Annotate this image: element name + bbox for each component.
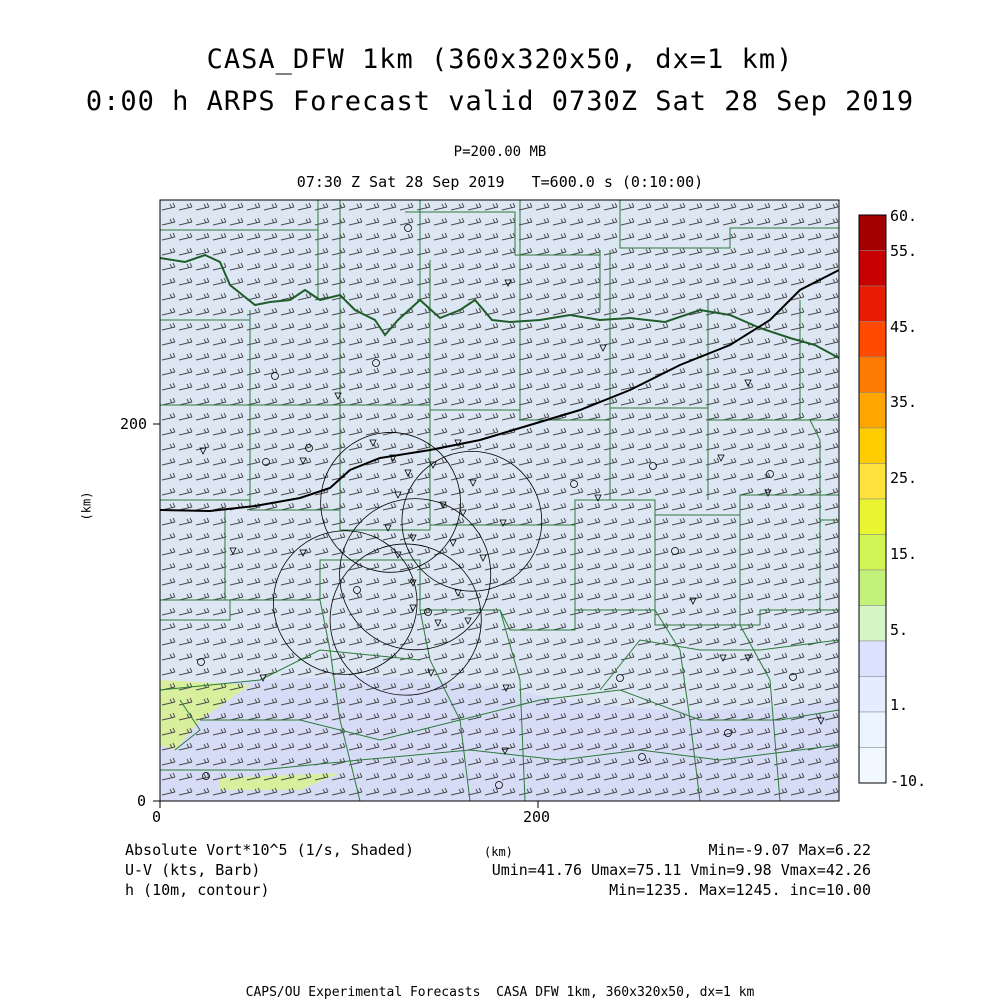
- colorbar-swatch: [858, 534, 887, 571]
- radar-ring: [401, 450, 543, 592]
- y-axis-label: (km): [79, 491, 94, 521]
- y-tick-200: 200: [120, 415, 148, 433]
- red-river-border: [160, 253, 839, 359]
- y-tick-0: 0: [137, 792, 147, 810]
- radar-ring: [320, 432, 461, 573]
- colorbar-swatch: [858, 640, 887, 677]
- colorbar-swatch: [858, 321, 887, 358]
- radar-ring: [339, 498, 492, 651]
- colorbar-frame: [858, 214, 887, 784]
- height-range: Min=1235. Max=1245. inc=10.00: [609, 881, 871, 899]
- colorbar-swatch: [858, 392, 887, 429]
- station-markers: [197, 224, 825, 789]
- x-tick-200: 200: [523, 808, 551, 826]
- plot-frame: [159, 199, 840, 802]
- legend-vorticity: Absolute Vort*10^5 (1/s, Shaded): [125, 841, 414, 859]
- colorbar-label: 5.: [890, 621, 909, 639]
- vorticity-range: Min=-9.07 Max=6.22: [708, 841, 871, 859]
- colorbar-swatch: [858, 427, 887, 464]
- colorbar: [858, 214, 887, 784]
- colorbar-swatch: [858, 214, 887, 251]
- valid-time: 07:30 Z Sat 28 Sep 2019 T=600.0 s (0:10:…: [296, 173, 704, 191]
- height-contour: [160, 269, 839, 513]
- colorbar-label: 55.: [890, 242, 918, 260]
- colorbar-swatch: [858, 605, 887, 642]
- x-axis-label: (km): [484, 845, 513, 859]
- radar-ring: [329, 543, 482, 696]
- colorbar-label: 45.: [890, 318, 918, 336]
- pressure-level: P=200.00 MB: [453, 144, 547, 160]
- colorbar-swatch: [858, 747, 887, 784]
- colorbar-swatch: [858, 711, 887, 748]
- radar-range-rings: [272, 432, 543, 696]
- legend-height: h (10m, contour): [125, 881, 270, 899]
- colorbar-swatch: [858, 356, 887, 393]
- wind-barbs: [160, 200, 839, 801]
- x-tick-0: 0: [152, 808, 162, 826]
- colorbar-swatch: [858, 250, 887, 287]
- legend-wind: U-V (kts, Barb): [125, 861, 261, 879]
- footer-credit: CAPS/OU Experimental Forecasts CASA DFW …: [245, 985, 755, 1000]
- colorbar-swatch: [858, 285, 887, 322]
- colorbar-label: 25.: [890, 469, 918, 487]
- colorbar-swatch: [858, 463, 887, 500]
- colorbar-label: -10.: [890, 772, 927, 790]
- colorbar-label: 35.: [890, 393, 918, 411]
- wind-range: Umin=41.76 Umax=75.11 Vmin=9.98 Vmax=42.…: [491, 861, 871, 879]
- colorbar-swatch: [858, 569, 887, 606]
- plot-title-line1: CASA_DFW 1km (360x320x50, dx=1 km): [206, 44, 794, 75]
- axis-ticks: [153, 423, 539, 808]
- colorbar-swatch: [858, 676, 887, 713]
- colorbar-label: 1.: [890, 696, 909, 714]
- colorbar-swatch: [858, 498, 887, 535]
- plot-title-line2: 0:00 h ARPS Forecast valid 0730Z Sat 28 …: [85, 86, 915, 117]
- radar-ring: [272, 530, 418, 675]
- colorbar-label: 15.: [890, 545, 918, 563]
- colorbar-label: 60.: [890, 207, 918, 225]
